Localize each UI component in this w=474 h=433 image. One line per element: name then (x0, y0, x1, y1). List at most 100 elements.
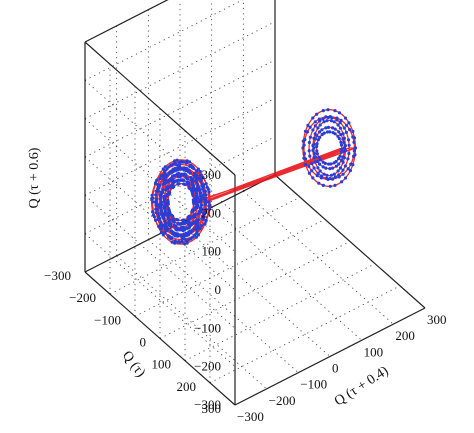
data-point (321, 165, 325, 169)
data-point (207, 190, 211, 194)
data-point (342, 126, 346, 130)
data-point (167, 210, 172, 214)
data-point (165, 227, 169, 231)
data-point (341, 168, 345, 172)
grid-line (109, 196, 301, 295)
data-point (202, 217, 206, 221)
data-point (317, 181, 321, 185)
data-point (331, 131, 335, 135)
grid-line (184, 263, 376, 362)
data-point (337, 162, 341, 166)
data-point (328, 176, 332, 181)
data-point (199, 223, 204, 228)
data-point (187, 183, 191, 187)
data-point (195, 193, 199, 197)
data-point (343, 164, 347, 168)
x-axis-label: Q (τ + 0.4) (332, 363, 392, 409)
data-point (199, 207, 203, 211)
frame-edge (234, 307, 426, 406)
data-point (172, 223, 176, 227)
x-tick-label: −200 (269, 393, 296, 408)
data-point (313, 120, 317, 124)
data-point (186, 231, 190, 235)
data-point (313, 155, 317, 159)
data-point (351, 154, 356, 158)
data-point (351, 135, 355, 139)
data-point (307, 164, 311, 168)
data-point (323, 161, 327, 165)
x-tick-label: 100 (364, 344, 384, 359)
data-point (316, 166, 320, 170)
data-point (178, 228, 182, 232)
data-point (191, 193, 195, 198)
data-point (177, 171, 181, 176)
z-tick-label: −300 (194, 397, 221, 412)
data-point (313, 137, 317, 141)
data-point (176, 240, 180, 244)
data-point (202, 222, 207, 226)
data-point (195, 169, 199, 173)
data-point (352, 140, 356, 144)
data-point (324, 176, 329, 180)
grid-line (211, 207, 362, 341)
data-point (338, 166, 342, 170)
data-point (198, 200, 202, 204)
data-point (200, 183, 204, 188)
data-point (199, 191, 203, 195)
data-point (320, 128, 324, 132)
data-point (321, 183, 325, 187)
data-point (336, 123, 340, 127)
data-point (200, 198, 204, 202)
data-point (204, 182, 208, 186)
data-point (332, 120, 336, 124)
data-point (156, 207, 160, 211)
data-point (190, 209, 194, 214)
data-point (316, 126, 320, 130)
data-point (183, 242, 187, 246)
data-point (349, 162, 353, 166)
data-point (196, 212, 200, 216)
data-point (343, 176, 348, 180)
data-point (159, 230, 163, 234)
data-point (199, 210, 203, 214)
data-point (193, 198, 197, 202)
data-point (203, 197, 207, 201)
z-tick-label: 200 (202, 205, 222, 220)
data-point (315, 142, 319, 146)
data-point (328, 184, 332, 188)
data-point (312, 151, 316, 156)
tick-labels: −300−200−1000100200300−300−200−100010020… (44, 167, 446, 424)
data-point (313, 160, 317, 164)
data-point (162, 195, 167, 199)
data-point (318, 123, 322, 127)
data-point (204, 200, 208, 204)
data-point (167, 221, 172, 225)
data-point (177, 163, 182, 167)
y-tick-label: −100 (94, 312, 121, 327)
grid-line (84, 97, 276, 196)
data-point (173, 234, 177, 238)
data-point (183, 227, 187, 231)
data-point (331, 126, 335, 130)
data-point (178, 175, 182, 179)
data-point (192, 215, 196, 219)
data-point (305, 130, 310, 134)
data-point (163, 169, 167, 173)
data-point (158, 202, 162, 206)
grid-line (84, 195, 236, 329)
data-point (198, 226, 202, 230)
data-point (158, 216, 162, 221)
y-tick-label: 200 (177, 379, 197, 394)
data-point (316, 138, 320, 142)
data-point (180, 172, 184, 176)
data-point (165, 167, 169, 171)
data-point (311, 128, 315, 132)
y-tick-label: −200 (69, 290, 96, 305)
data-point (331, 166, 335, 170)
data-point (151, 210, 155, 214)
data-point (352, 149, 356, 153)
data-point (184, 173, 188, 177)
data-point (192, 227, 196, 231)
data-point (312, 166, 316, 170)
data-point (331, 177, 335, 181)
